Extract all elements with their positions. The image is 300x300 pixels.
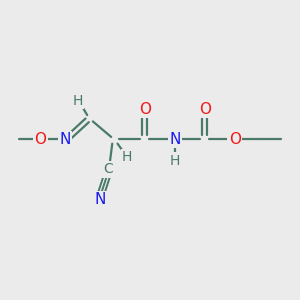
- Text: H: H: [122, 150, 132, 164]
- Text: O: O: [229, 132, 241, 147]
- Text: N: N: [95, 192, 106, 207]
- Text: C: C: [103, 162, 112, 176]
- Text: N: N: [169, 132, 180, 147]
- Text: O: O: [199, 102, 211, 117]
- Text: H: H: [73, 94, 83, 108]
- Text: H: H: [169, 154, 180, 168]
- Text: O: O: [34, 132, 46, 147]
- Text: N: N: [60, 132, 71, 147]
- Text: O: O: [139, 102, 151, 117]
